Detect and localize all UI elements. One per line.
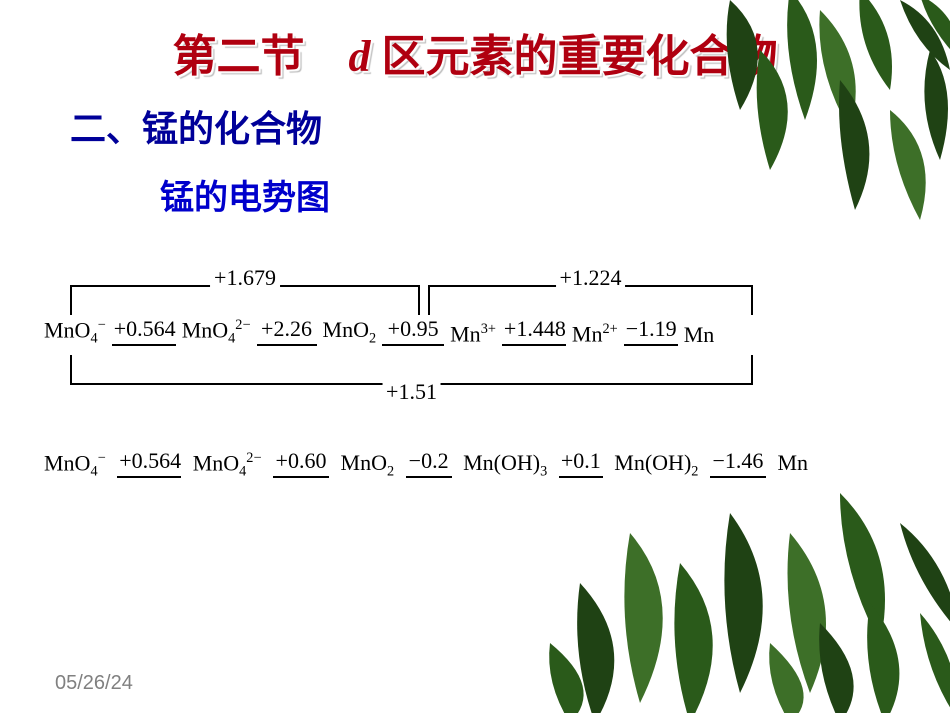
- potential-top-left: +1.679: [210, 265, 280, 291]
- potential-2: +2.26: [257, 316, 317, 346]
- species-mn: Mn: [680, 322, 719, 348]
- bamboo-leaves-top-right: [640, 0, 950, 250]
- species-mno4-2-: MnO42−: [178, 317, 255, 348]
- bracket-top-left: +1.679: [70, 285, 420, 315]
- species-mno2-b: MnO2: [337, 450, 399, 480]
- latimer-diagram-acid: +1.679 +1.224 +1.51 MnO4− +0.564 MnO42− …: [40, 245, 920, 445]
- species-mn3+: Mn3+: [446, 321, 500, 347]
- potential-1: +0.564: [112, 316, 176, 346]
- species-mnoh3: Mn(OH)3: [459, 450, 551, 480]
- potential-top-right: +1.224: [556, 265, 626, 291]
- latimer-row-acid: MnO4− +0.564 MnO42− +2.26 MnO2 +0.95 Mn3…: [40, 317, 920, 348]
- species-mno4-b: MnO4−: [40, 450, 110, 481]
- species-mno4-: MnO4−: [40, 317, 110, 348]
- potential-b2: +0.60: [273, 448, 329, 478]
- potential-b3: −0.2: [406, 448, 452, 478]
- potential-3: +0.95: [382, 316, 444, 346]
- footer-date: 05/26/24: [55, 672, 133, 695]
- section-heading: 二、锰的化合物: [70, 100, 322, 152]
- bracket-bottom: +1.51: [70, 355, 753, 385]
- potential-b1: +0.564: [117, 448, 181, 478]
- slide: 第二节 d 区元素的重要化合物 二、锰的化合物 锰的电势图 +1.679 +1.…: [0, 0, 950, 713]
- potential-bottom: +1.51: [382, 379, 441, 405]
- species-mno4-2-b: MnO42−: [189, 450, 266, 481]
- species-mn2+: Mn2+: [568, 321, 622, 347]
- slide-title-d: d: [349, 32, 371, 81]
- species-mno2: MnO2: [319, 317, 381, 347]
- bracket-top-right: +1.224: [428, 285, 753, 315]
- potential-4: +1.448: [502, 316, 566, 346]
- slide-title-prefix: 第二节: [173, 32, 349, 81]
- bamboo-leaves-bottom-right: [540, 463, 950, 713]
- potential-5: −1.19: [624, 316, 678, 346]
- subsection-heading: 锰的电势图: [160, 170, 330, 219]
